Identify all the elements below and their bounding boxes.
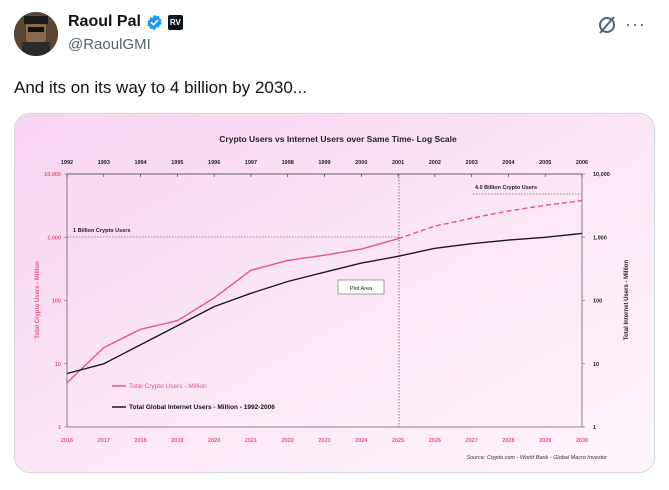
top-axis-label: 2001 [392,160,404,166]
bottom-axis-label: 2027 [466,438,478,444]
bottom-axis-label: 2029 [539,438,551,444]
bottom-axis-labels: 2016 2017 2018 2019 2020 2021 2022 2023 2024 2025… [61,438,588,444]
four-billion-annotation: 4.0 Billion Crypto Users [475,185,537,191]
top-axis-label: 2004 [502,160,515,166]
bottom-axis-label: 2020 [208,438,220,444]
top-axis-label: 2006 [576,160,588,166]
tweet-media-chart[interactable]: Crypto Users vs Internet Users over Same… [14,113,655,473]
legend-internet-label: Total Global Internet Users - Million - … [129,404,275,411]
plot-area-label: Plot Area [350,286,373,292]
bottom-axis-label: 2024 [355,438,368,444]
left-tick-label: 1,000 [47,235,61,241]
bottom-axis-label: 2026 [429,438,441,444]
bottom-axis-label: 2018 [134,438,146,444]
legend-crypto-label: Total Crypto Users - Million [129,383,207,390]
chart-source: Source: Crypto.com - World Bank - Global… [466,455,608,461]
affiliate-badge-icon[interactable]: RV [167,14,183,30]
one-billion-annotation: 1 Billion Crypto Users [73,228,130,234]
top-axis-label: 2002 [429,160,441,166]
tweet-text: And its on its way to 4 billion by 2030.… [14,78,307,97]
top-axis-label: 1992 [61,160,73,166]
right-tick-label: 1,000 [593,235,607,241]
top-axis-label: 2003 [466,160,478,166]
top-axis-label: 1995 [171,160,183,166]
author-name-row: Raoul Pal RV [68,13,183,31]
right-tick-label: 1 [593,425,596,431]
bottom-axis-label: 2016 [61,438,73,444]
left-tick-label: 100 [52,299,61,305]
top-axis-label: 2005 [539,160,551,166]
right-tick-label: 10,000 [593,172,610,178]
bottom-axis-label: 2021 [245,438,257,444]
left-axis-ticks: 10,000 1,000 100 10 1 [44,172,67,431]
chart: Crypto Users vs Internet Users over Same… [15,114,654,472]
more-horizontal-icon[interactable]: ··· [625,14,646,34]
series-layer [66,199,583,384]
internet-users-line [66,232,583,375]
top-axis-label: 1998 [282,160,294,166]
bottom-axis-label: 2019 [171,438,183,444]
top-axis-label: 1994 [134,160,147,166]
right-axis-label: Total Internet Users - Million [624,260,630,341]
plot-area-tooltip: Plot Area [337,279,385,295]
right-tick-label: 10 [593,362,599,368]
bottom-axis-label: 2017 [98,438,110,444]
chart-title: Crypto Users vs Internet Users over Same… [219,134,457,144]
avatar-image [14,12,58,56]
left-tick-label: 1 [58,425,61,431]
bottom-axis-label: 2030 [576,438,588,444]
right-tick-label: 100 [593,299,602,305]
top-axis-label: 1999 [318,160,330,166]
bottom-axis-label: 2022 [282,438,294,444]
bottom-axis-label: 2028 [502,438,514,444]
top-axis-label: 1993 [98,160,110,166]
top-axis-label: 2000 [355,160,367,166]
bottom-axis-label: 2023 [318,438,330,444]
author-handle[interactable]: @RaoulGMI [68,36,151,53]
left-axis-label: Total Crypto Users - Million [35,261,41,339]
crypto-projection-line [397,199,583,240]
grok-icon[interactable] [597,15,617,35]
avatar[interactable] [14,12,58,56]
top-axis-label: 1997 [245,160,257,166]
left-tick-label: 10,000 [44,172,61,178]
top-axis-labels: 1992 1993 1994 1995 1996 1997 1998 1999 2000 2001… [61,160,588,177]
top-axis-label: 1996 [208,160,220,166]
right-axis-ticks: 10,000 1,000 100 10 1 [582,172,610,431]
crypto-users-line [66,238,399,384]
left-tick-label: 10 [55,362,61,368]
bottom-axis-label: 2025 [392,438,404,444]
verified-badge-icon[interactable] [146,14,163,31]
author-display-name[interactable]: Raoul Pal [68,13,141,30]
